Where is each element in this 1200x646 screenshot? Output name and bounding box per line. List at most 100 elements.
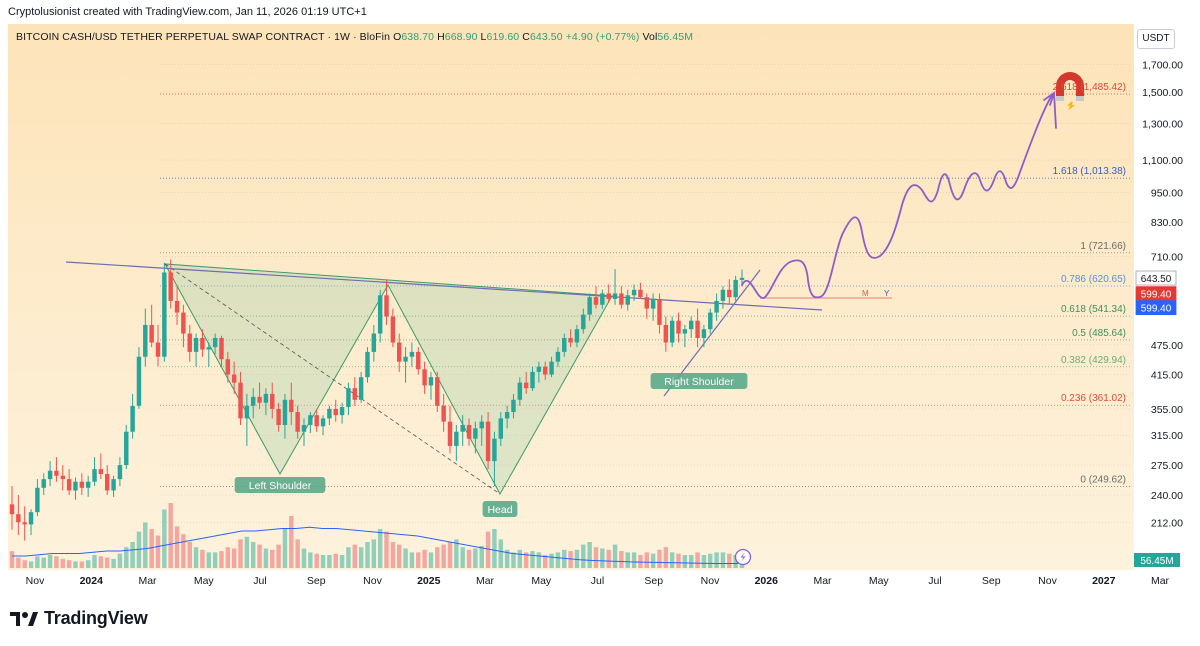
volume-bar <box>409 552 415 568</box>
candle-body <box>460 424 465 432</box>
candle-body <box>339 407 345 416</box>
candle-body <box>41 479 46 488</box>
ohlc-legend: BITCOIN CASH/USD TETHER PERPETUAL SWAP C… <box>16 31 693 43</box>
candle-body <box>454 431 459 446</box>
candle-body <box>422 369 427 386</box>
volume-bar <box>714 552 719 568</box>
candle-body <box>650 299 656 309</box>
candle-body <box>193 337 199 352</box>
fib-label: 2.618 (1,485.42) <box>1053 82 1126 93</box>
volume-bar <box>79 561 85 568</box>
candle-body <box>174 300 180 313</box>
volume-bar <box>631 552 637 568</box>
candle-body <box>9 504 15 515</box>
volume-bar <box>174 526 180 568</box>
x-tick-label: Nov <box>26 575 45 587</box>
candle-body <box>308 415 313 425</box>
volume-label: Vol <box>642 31 658 43</box>
candle-body <box>574 329 580 343</box>
candle-body <box>416 351 421 370</box>
volume-bar <box>365 542 370 568</box>
candle-body <box>181 312 186 334</box>
volume-bar <box>720 552 726 568</box>
volume-bar <box>638 555 643 568</box>
volume-bar <box>396 544 402 568</box>
volume-bar <box>143 522 148 568</box>
candle-body <box>60 475 66 480</box>
fib-label: 0.5 (485.64) <box>1072 328 1126 339</box>
candle-body <box>365 351 370 378</box>
candle-body <box>733 279 738 298</box>
volume-bar <box>187 542 192 568</box>
x-tick-label: Jul <box>928 575 941 587</box>
volume-bars <box>9 503 745 568</box>
tradingview-logo-icon <box>10 611 38 626</box>
candle-body <box>625 295 630 305</box>
candle-body <box>435 377 440 406</box>
volume-bar <box>333 553 338 568</box>
volume-bar <box>193 547 199 568</box>
x-tick-label: Mar <box>813 575 832 587</box>
volume-bar <box>66 560 72 568</box>
y-tick-label: 212.00 <box>1151 517 1183 529</box>
y-tick-label: 710.00 <box>1151 251 1183 263</box>
candle-body <box>346 388 351 408</box>
candle-body <box>238 382 243 419</box>
x-tick-label: Nov <box>363 575 382 587</box>
volume-bar <box>606 549 611 568</box>
currency-unit-button[interactable]: USDT <box>1137 29 1175 49</box>
volume-bar <box>85 560 91 568</box>
volume-bar <box>663 547 669 568</box>
candle-body <box>581 314 586 330</box>
candle-body <box>517 382 523 400</box>
candle-body <box>206 347 212 350</box>
volume-bar <box>181 534 186 568</box>
candle-body <box>219 337 224 360</box>
volume-bar <box>562 549 567 568</box>
volume-bar <box>574 549 580 568</box>
time-axis[interactable] <box>0 570 1200 592</box>
candle-body <box>155 342 161 357</box>
y-tick-label: 415.00 <box>1151 370 1183 382</box>
volume-bar <box>676 553 681 568</box>
volume-bar <box>542 555 548 568</box>
candle-body <box>511 399 516 413</box>
price-tags: 643.50 599.40 599.40 56.45M <box>1134 270 1180 567</box>
candle-body <box>295 412 300 432</box>
tradingview-wordmark: TradingView <box>44 608 148 628</box>
fib-label: 1.618 (1,013.38) <box>1053 166 1126 177</box>
volume-bar <box>460 547 465 568</box>
volume-bar <box>727 553 732 568</box>
head-and-shoulders-pattern <box>65 261 892 496</box>
marker-y-label: Y <box>884 289 890 298</box>
candle-body <box>98 469 104 475</box>
volume-bar <box>289 516 294 568</box>
candle-body <box>727 289 732 298</box>
volume-bar <box>485 531 491 568</box>
candle-body <box>708 312 713 330</box>
volume-bar <box>377 529 383 568</box>
y-tick-label: 1,100.00 <box>1142 155 1183 167</box>
candle-body <box>720 289 726 301</box>
symbol-name: BITCOIN CASH/USD TETHER PERPETUAL SWAP C… <box>16 31 391 43</box>
y-tick-label: 315.00 <box>1151 430 1183 442</box>
candle-body <box>587 297 592 315</box>
candle-body <box>409 351 415 357</box>
volume-bar <box>657 549 662 568</box>
volume-bar <box>16 557 21 568</box>
volume-bar <box>257 544 262 568</box>
price-tag-box <box>1135 270 1177 286</box>
lightning-icon[interactable] <box>734 548 752 566</box>
volume-bar <box>41 557 46 568</box>
chart-area[interactable] <box>8 24 1134 570</box>
volume-bar <box>688 555 694 568</box>
candle-body <box>479 421 484 429</box>
y-tick-label: 240.00 <box>1151 490 1183 502</box>
x-tick-label: 2027 <box>1092 575 1116 587</box>
volume-bar <box>416 552 421 568</box>
x-tick-label: Jul <box>253 575 266 587</box>
annotation-box <box>650 373 748 389</box>
volume-bar <box>282 529 288 568</box>
x-tick-label: May <box>869 575 890 587</box>
